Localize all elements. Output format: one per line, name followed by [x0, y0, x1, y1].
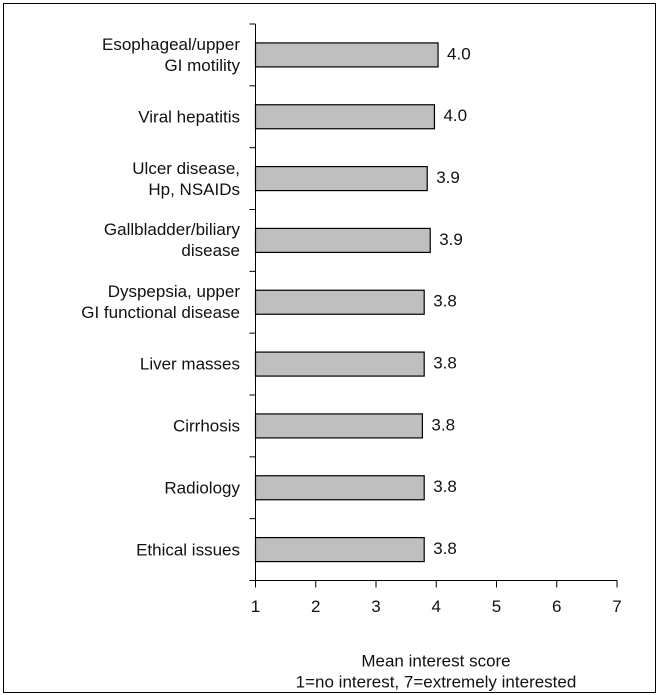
value-label: 4.0	[443, 106, 467, 125]
value-label: 4.0	[447, 44, 471, 63]
category-label: Dyspepsia, upper GI functional disease	[81, 282, 240, 323]
x-tick-label: 4	[432, 597, 441, 616]
value-label: 3.9	[439, 230, 463, 249]
category-label: Liver masses	[139, 354, 240, 374]
x-axis-label: Mean interest score	[361, 651, 510, 670]
x-tick-label: 6	[552, 597, 561, 616]
category-label: Esophageal/upper GI motility	[101, 34, 240, 75]
frame	[3, 3, 656, 693]
bar	[254, 351, 425, 377]
x-tick-label: 3	[371, 597, 380, 616]
category-label: Radiology	[164, 478, 240, 498]
bar	[254, 42, 439, 68]
x-tick-label: 1	[251, 597, 260, 616]
value-label: 3.8	[433, 477, 457, 496]
bar	[254, 289, 425, 315]
bar	[254, 536, 425, 563]
value-label: 3.8	[431, 415, 455, 434]
bar	[254, 475, 425, 501]
x-tick-label: 7	[612, 597, 621, 616]
bar	[254, 227, 431, 254]
value-label: 3.8	[433, 292, 457, 311]
bar	[254, 165, 428, 192]
category-label: Ethical issues	[136, 540, 240, 560]
category-label: Viral hepatitis	[138, 107, 240, 127]
value-label: 3.8	[433, 539, 457, 558]
bar	[254, 104, 436, 130]
category-label: Gallbladder/biliary disease	[103, 220, 240, 261]
x-tick-label: 5	[492, 597, 501, 616]
value-label: 3.9	[436, 168, 460, 187]
category-label: Ulcer disease, Hp, NSAIDs	[132, 158, 240, 199]
value-label: 3.8	[433, 354, 457, 373]
x-tick-label: 2	[311, 597, 320, 616]
x-axis-note: 1=no interest, 7=extremely interested	[296, 672, 577, 691]
category-label: Cirrhosis	[172, 416, 240, 436]
bar	[254, 413, 423, 439]
